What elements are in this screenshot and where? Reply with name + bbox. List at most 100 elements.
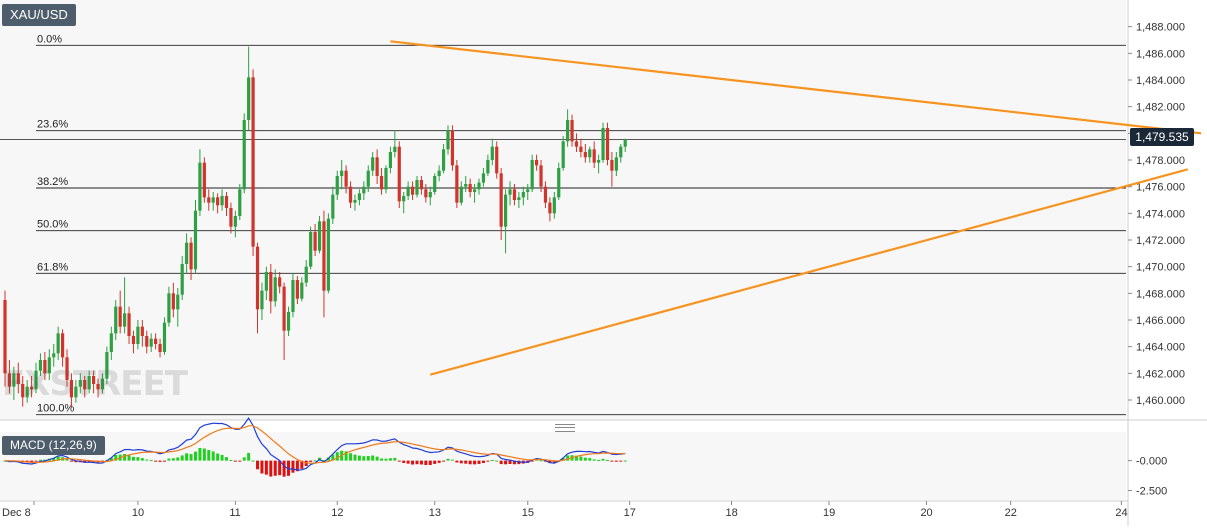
macd-histogram-bar bbox=[583, 457, 587, 461]
macd-pane-background bbox=[0, 432, 1126, 500]
candle-body bbox=[468, 184, 472, 192]
candle-body bbox=[428, 192, 432, 198]
candle-body bbox=[566, 120, 570, 142]
macd-histogram-bar bbox=[433, 460, 437, 464]
macd-histogram-bar bbox=[512, 460, 516, 465]
macd-histogram-bar bbox=[114, 454, 118, 461]
macd-histogram-bar bbox=[278, 460, 282, 476]
macd-histogram-bar bbox=[38, 459, 42, 461]
candle-body bbox=[477, 182, 481, 190]
fib-level-label: 23.6% bbox=[37, 119, 68, 131]
y-tick-label: 1,478.000 bbox=[1136, 155, 1185, 167]
candle-body bbox=[344, 170, 348, 187]
candle-body bbox=[21, 384, 25, 398]
macd-histogram-bar bbox=[397, 460, 401, 462]
macd-histogram-bar bbox=[419, 460, 423, 465]
candle-body bbox=[7, 373, 12, 387]
candle-body bbox=[388, 152, 393, 168]
candle-body bbox=[605, 128, 610, 160]
macd-histogram-bar bbox=[499, 460, 503, 465]
candle-body bbox=[145, 336, 149, 347]
candle-body bbox=[619, 146, 623, 158]
candle-body bbox=[326, 218, 330, 291]
pane-resize-handle[interactable] bbox=[555, 424, 575, 432]
candle-body bbox=[65, 357, 69, 380]
candle-body bbox=[508, 189, 512, 195]
macd-histogram-bar bbox=[127, 455, 131, 461]
candle-body bbox=[131, 336, 136, 344]
candle-body bbox=[499, 173, 503, 227]
candle-body bbox=[286, 312, 291, 331]
candle-body bbox=[278, 277, 282, 287]
candle-body bbox=[29, 386, 34, 390]
candle-body bbox=[526, 189, 530, 192]
macd-histogram-bar bbox=[495, 460, 499, 462]
y-tick-label: 1,468.000 bbox=[1136, 288, 1185, 300]
candle-body bbox=[481, 173, 486, 183]
candle-body bbox=[87, 376, 91, 390]
macd-histogram-bar bbox=[388, 458, 392, 461]
macd-histogram-bar bbox=[56, 456, 60, 461]
macd-histogram-bar bbox=[238, 460, 242, 462]
macd-histogram-bar bbox=[260, 460, 264, 474]
candle-body bbox=[96, 384, 100, 390]
candle-body bbox=[247, 77, 251, 120]
macd-histogram-bar bbox=[176, 457, 180, 461]
macd-histogram-bar bbox=[43, 459, 47, 461]
macd-histogram-bar bbox=[242, 457, 246, 461]
macd-histogram-bar bbox=[393, 457, 397, 461]
candle-body bbox=[25, 386, 29, 398]
macd-histogram-bar bbox=[464, 460, 468, 464]
candle-body bbox=[433, 176, 437, 192]
candle-body bbox=[260, 290, 264, 310]
candle-body bbox=[348, 186, 353, 203]
candle-body bbox=[490, 146, 494, 160]
macd-histogram-bar bbox=[610, 460, 614, 462]
candle-body bbox=[185, 242, 189, 264]
macd-histogram-bar bbox=[269, 460, 273, 477]
candle-body bbox=[176, 294, 180, 310]
candle-body bbox=[419, 180, 424, 190]
macd-histogram-bar bbox=[605, 460, 609, 462]
macd-histogram-bar bbox=[623, 460, 627, 462]
macd-histogram-bar bbox=[380, 458, 384, 461]
macd-indicator-label[interactable]: MACD (12,26,9) bbox=[2, 436, 105, 455]
macd-histogram-bar bbox=[322, 460, 326, 462]
candle-body bbox=[517, 197, 521, 200]
candle-body bbox=[224, 196, 229, 208]
candle-body bbox=[211, 197, 215, 203]
macd-histogram-bar bbox=[619, 460, 623, 462]
candle-body bbox=[229, 208, 233, 227]
candle-body bbox=[269, 272, 273, 302]
candle-body bbox=[393, 146, 397, 152]
candle-body bbox=[583, 152, 587, 158]
candle-body bbox=[353, 200, 357, 203]
fib-level-label: 50.0% bbox=[37, 219, 68, 231]
candle-body bbox=[60, 333, 65, 358]
candle-body bbox=[43, 360, 47, 374]
candle-body bbox=[78, 380, 82, 387]
y-tick-label: 1,470.000 bbox=[1136, 262, 1185, 274]
x-tick-label: 17 bbox=[624, 507, 636, 519]
candle-body bbox=[74, 386, 78, 398]
candle-body bbox=[331, 194, 335, 219]
macd-histogram-bar bbox=[140, 458, 144, 461]
macd-histogram-bar bbox=[193, 451, 197, 461]
macd-histogram-bar bbox=[459, 460, 463, 464]
y-tick-label: 1,464.000 bbox=[1136, 342, 1185, 354]
macd-histogram-bar bbox=[162, 460, 166, 462]
x-tick-label: 13 bbox=[429, 507, 441, 519]
macd-histogram-bar bbox=[411, 460, 415, 465]
macd-histogram-bar bbox=[357, 455, 361, 461]
candle-body bbox=[357, 193, 361, 200]
candle-body bbox=[362, 186, 366, 194]
fib-level-label: 38.2% bbox=[37, 176, 68, 188]
symbol-badge[interactable]: XAU/USD bbox=[2, 4, 76, 26]
macd-histogram-bar bbox=[256, 460, 260, 470]
candle-body bbox=[56, 333, 60, 354]
candle-body bbox=[495, 146, 499, 174]
x-tick-label: 18 bbox=[726, 507, 738, 519]
macd-histogram-bar bbox=[69, 460, 73, 462]
macd-histogram-bar bbox=[131, 456, 135, 461]
macd-histogram-bar bbox=[428, 460, 432, 465]
